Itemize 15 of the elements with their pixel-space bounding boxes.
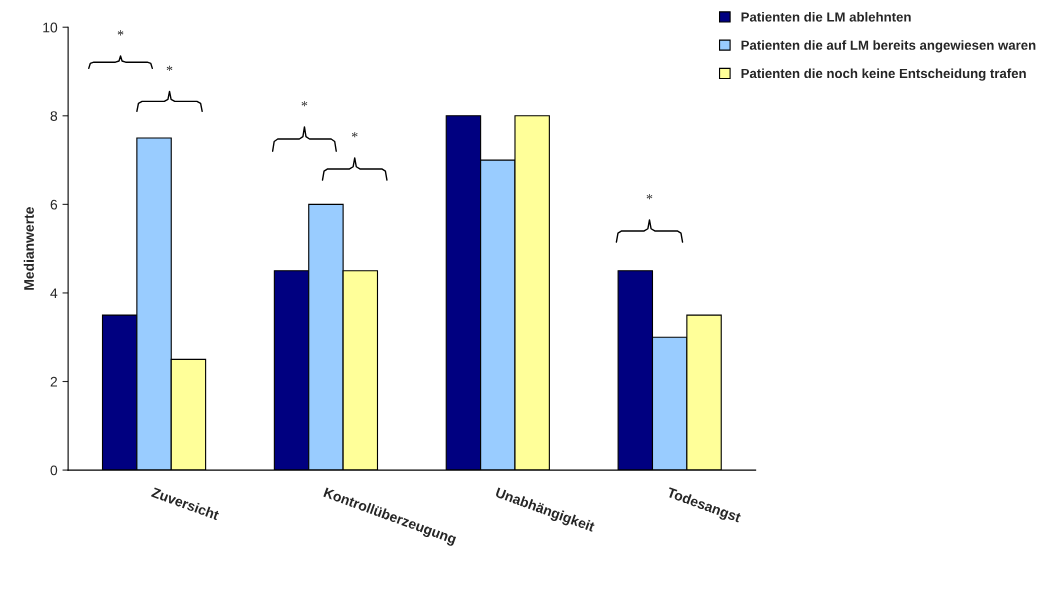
legend-label: Patienten die auf LM bereits angewiesen waren: [741, 40, 1036, 53]
annotation: *: [166, 65, 173, 71]
y-tick-label: 2: [50, 376, 58, 387]
y-tick-label: 0: [50, 465, 58, 476]
annotation: *: [646, 194, 653, 200]
y-tick-label: 6: [50, 199, 58, 210]
y-tick-label: 8: [50, 111, 58, 121]
y-axis-title: Medianwerte: [23, 207, 34, 290]
annotation: *: [301, 101, 308, 107]
y-tick-label: 4: [50, 288, 58, 298]
legend-label: Patienten die LM ablehnten: [741, 11, 911, 22]
y-tick-label: 10: [43, 22, 58, 33]
legend-label: Patienten die noch keine Entscheidung trafen: [741, 68, 1026, 81]
annotation: *: [117, 30, 124, 36]
annotation: *: [351, 132, 358, 138]
